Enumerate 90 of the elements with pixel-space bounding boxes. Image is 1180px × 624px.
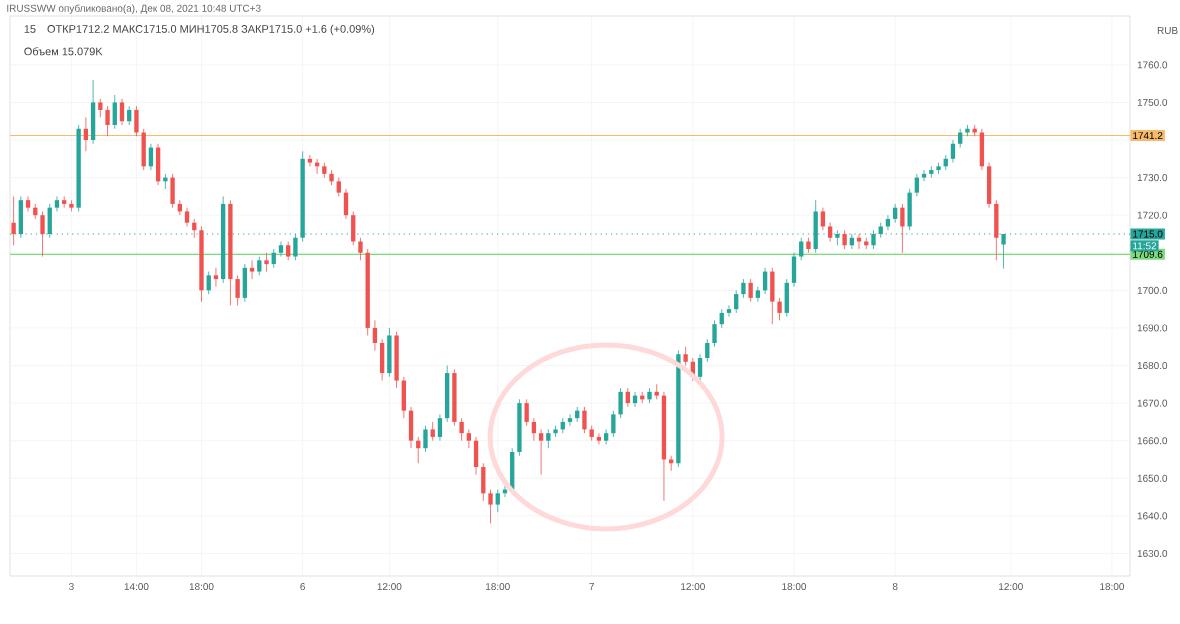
candlestick: [921, 169, 927, 182]
candlestick: [235, 274, 240, 306]
candlestick: [286, 241, 291, 261]
candlestick: [950, 139, 956, 163]
candlestick: [770, 267, 775, 325]
candlestick: [257, 256, 262, 276]
candlestick: [242, 263, 248, 303]
candlestick: [900, 203, 905, 254]
candlestick: [596, 432, 602, 445]
candlestick: [372, 320, 378, 351]
candlestick: [459, 417, 464, 442]
candlestick: [914, 173, 920, 197]
candlestick: [54, 196, 60, 212]
candlestick: [40, 211, 45, 257]
candlestick: [155, 143, 161, 186]
candlestick: [213, 267, 219, 287]
candlestick: [278, 241, 284, 257]
candlestick: [538, 429, 544, 475]
candlestick: [705, 338, 710, 363]
candlestick: [777, 297, 782, 321]
candlestick: [271, 248, 276, 269]
candlestick: [719, 308, 724, 329]
candlestick: [495, 489, 500, 513]
candlestick: [336, 177, 341, 197]
candlestick: [437, 413, 443, 442]
candlestick: [820, 207, 826, 231]
candlestick: [473, 436, 479, 475]
candlestick: [25, 196, 31, 212]
candlestick: [11, 196, 16, 246]
candlestick: [206, 271, 211, 295]
candlestick: [697, 353, 703, 381]
candlestick: [307, 154, 313, 167]
candlestick: [141, 128, 146, 171]
candlestick: [799, 237, 804, 261]
candlestick: [170, 173, 175, 209]
candlestick: [734, 289, 739, 314]
candlestick: [127, 105, 132, 126]
candlestick: [712, 320, 717, 348]
candlestick: [531, 417, 537, 442]
candlestick: [343, 188, 349, 220]
candlestick: [466, 429, 472, 449]
candlestick: [654, 383, 659, 400]
candlestick: [582, 406, 587, 434]
candlestick: [741, 278, 746, 299]
candlestick: [603, 429, 609, 445]
candlestick: [842, 229, 847, 250]
candlestick: [408, 406, 414, 449]
candlestick: [567, 413, 573, 427]
candlestick: [163, 173, 168, 190]
candlestick: [546, 429, 551, 449]
candlestick: [791, 252, 797, 287]
candlestick: [119, 98, 125, 126]
candlestick: [401, 376, 406, 419]
candlestick: [184, 207, 190, 227]
candlestick: [423, 425, 428, 453]
candlestick: [394, 331, 399, 389]
candlestick: [98, 98, 103, 118]
candlestick: [481, 462, 486, 502]
candlestick: [893, 203, 898, 224]
candlestick: [625, 387, 630, 408]
candlestick: [488, 489, 493, 524]
candlestick: [994, 199, 999, 261]
candlestick: [379, 338, 385, 381]
candlestick: [134, 105, 139, 137]
candlestick: [748, 278, 753, 303]
candlestick: [726, 304, 732, 318]
candlestick: [986, 162, 992, 209]
candlestick: [387, 327, 392, 378]
candlestick: [90, 79, 96, 145]
candlestick: [105, 105, 110, 137]
candlestick: [351, 211, 356, 246]
candlestick: [683, 346, 688, 366]
candlestick: [827, 222, 833, 242]
candlestick: [907, 188, 912, 231]
candlestick: [618, 387, 623, 419]
candlestick: [445, 365, 450, 423]
candlestick: [784, 278, 789, 318]
candlestick: [856, 233, 862, 250]
candlestick: [358, 237, 363, 261]
candlestick: [611, 410, 616, 438]
candlestick: [264, 252, 269, 272]
candlestick: [83, 117, 89, 152]
candlestick: [249, 259, 255, 280]
candlestick: [958, 128, 963, 148]
candlestick: [112, 94, 117, 130]
candlestick: [524, 398, 529, 427]
candlestick: [669, 455, 674, 472]
candlestick: [430, 421, 435, 442]
candlestick: [979, 128, 985, 171]
candlestick: [755, 286, 761, 303]
